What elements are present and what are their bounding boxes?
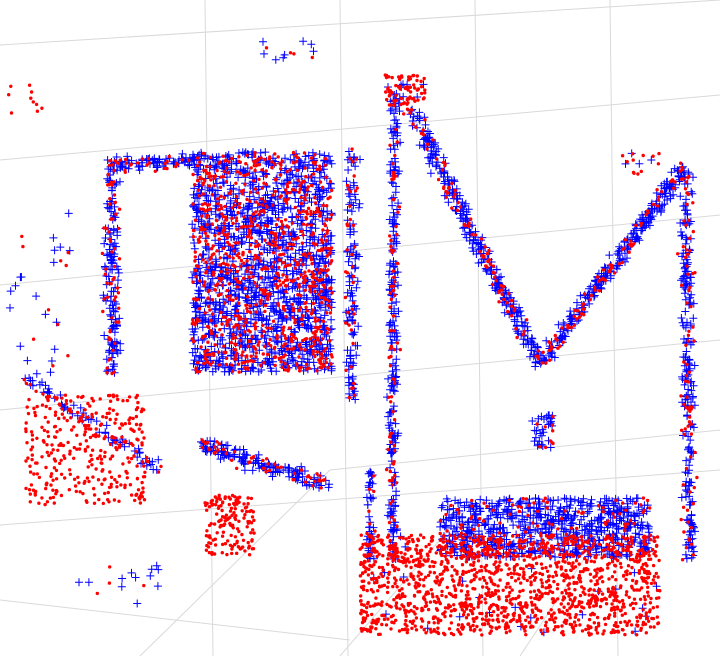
red-dot-markers-3 <box>191 99 400 557</box>
red-dot-markers-6 <box>358 533 660 637</box>
grid-line-vertical-2 <box>474 0 484 656</box>
grid-line-horizontal-0 <box>0 0 720 46</box>
grid-line-horizontal-1 <box>0 94 720 161</box>
grid-line-horizontal-4 <box>0 469 720 526</box>
series-blue-plus-markers <box>6 37 699 637</box>
grid-line-floor-3 <box>0 599 351 641</box>
grid-line-horizontal-3 <box>0 339 720 411</box>
grid-line-vertical-1 <box>339 0 349 656</box>
blue-plus-markers-9 <box>6 37 661 621</box>
red-dot-markers-7 <box>359 533 660 637</box>
grid-line-vertical-3 <box>609 0 619 656</box>
grid-line-floor-0 <box>139 469 331 656</box>
red-dot-markers-8 <box>358 533 662 637</box>
series-red-dot-markers <box>6 46 699 637</box>
red-dot-markers-4 <box>365 73 697 562</box>
red-dot-markers-0 <box>22 154 202 507</box>
